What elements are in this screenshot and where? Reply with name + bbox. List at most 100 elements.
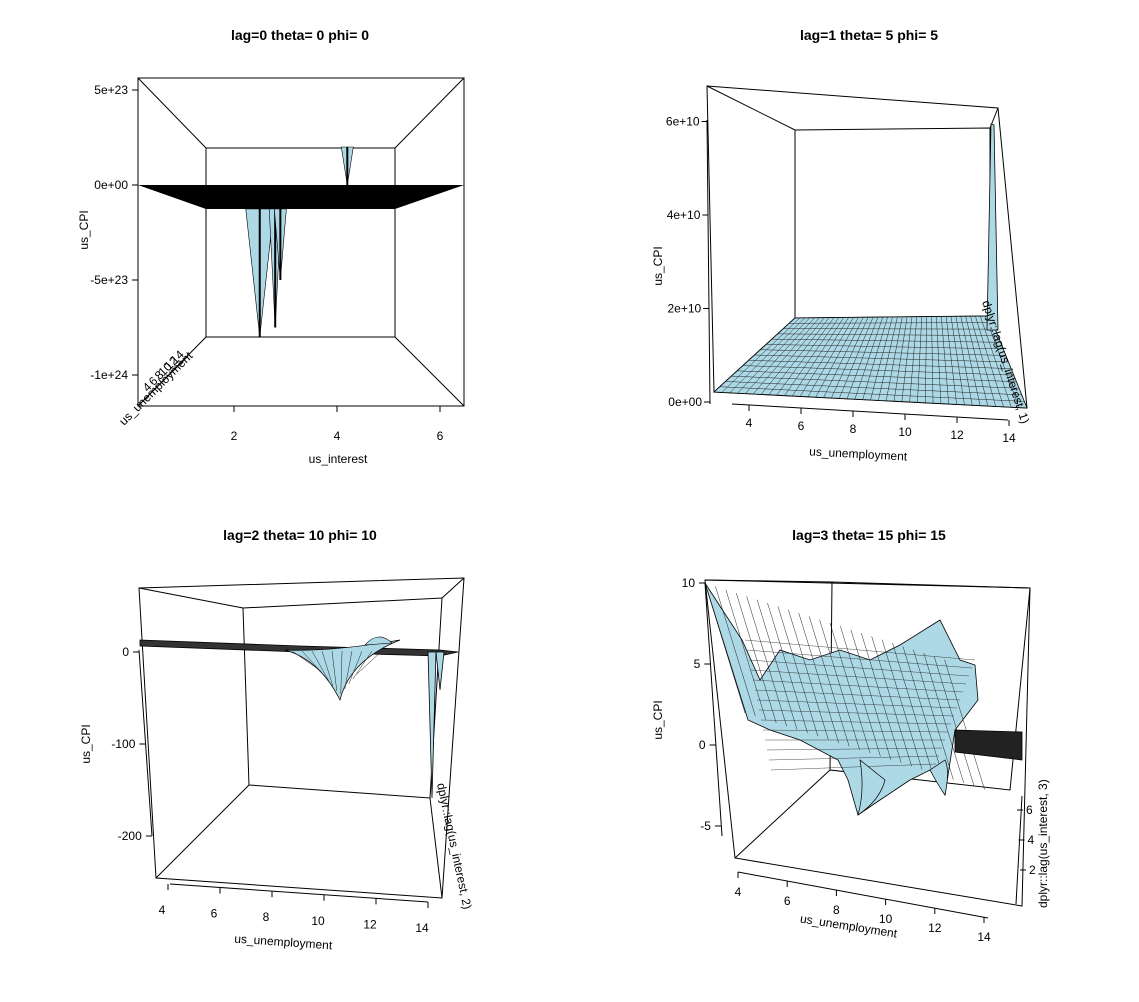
- surface-grid-line: [756, 599, 798, 730]
- panel-4-z-axis: [704, 582, 723, 837]
- surface-grid-line: [725, 381, 1022, 396]
- panel-1: lag=0 theta= 0 phi= 0 5e+23 0e+00 -5e+23 -1…: [77, 27, 465, 466]
- surface-grid-line: [748, 659, 970, 677]
- y-tick-label: 6: [1026, 803, 1033, 817]
- panel-4-x-axis: [737, 871, 989, 919]
- surface-grid-line: [850, 629, 892, 760]
- surface-grid-line: [768, 755, 940, 761]
- x-tick-label: 8: [833, 903, 840, 917]
- panel-3-surface: [139, 636, 459, 799]
- surface-dip: [929, 759, 948, 796]
- x-tick-label: 2: [231, 429, 238, 443]
- panel-4-outer-box: [704, 579, 1031, 907]
- panel-3-edge: [441, 577, 465, 599]
- z-tick-label: 0e+00: [94, 178, 128, 192]
- panel-4-edge: [734, 769, 831, 859]
- x-tick-label: 14: [415, 921, 429, 935]
- z-tick-label: -1e+24: [90, 368, 128, 382]
- surface-grid-line: [756, 699, 958, 709]
- x-tick-label: 12: [950, 428, 964, 442]
- surface-grid-line: [291, 650, 321, 672]
- surface-grid-line: [744, 639, 976, 661]
- surface-grid-line: [760, 349, 1006, 356]
- panel-4-surface: [704, 582, 1023, 816]
- panel-1-z-ticks: 5e+23 0e+00 -5e+23 -1e+24: [90, 83, 138, 382]
- panel-3-title: lag=2 theta= 10 phi= 10: [223, 527, 377, 543]
- surface-grid-line: [777, 606, 819, 737]
- panel-1-title: lag=0 theta= 0 phi= 0: [231, 27, 369, 43]
- panel-3-xlabel: us_unemployment: [234, 932, 333, 953]
- panel-3-zlabel: us_CPI: [79, 724, 93, 763]
- panel-2-surface: [713, 123, 1028, 409]
- panel-4-title: lag=3 theta= 15 phi= 15: [792, 527, 946, 543]
- z-tick-label: -5e+23: [90, 273, 128, 287]
- surface-grid-line: [301, 650, 325, 677]
- surface-grid-line: [340, 650, 343, 695]
- panel-1-edge: [394, 77, 465, 149]
- panel-3-x-axis: [169, 883, 429, 903]
- surface-grid-line: [789, 322, 993, 324]
- panel-2-title: lag=1 theta= 5 phi= 5: [800, 27, 938, 43]
- surface-grid-line: [344, 650, 353, 690]
- x-tick-label: 8: [263, 910, 270, 924]
- x-tick-label: 4: [334, 429, 341, 443]
- panel-2-inner-box: [794, 127, 991, 319]
- surface-grid-line: [871, 636, 912, 767]
- surface-grid-line: [311, 650, 330, 682]
- panel-2: lag=1 theta= 5 phi= 5 0e+00 2e+10 4e+10 6e+…: [651, 27, 1032, 464]
- surface-grid-line: [746, 649, 973, 669]
- panel-3-z-ticks: 0 -100 -200: [111, 645, 152, 843]
- surface-grid-line: [352, 650, 373, 680]
- surface-grid-line: [742, 365, 1014, 376]
- z-tick-label: 0e+00: [668, 395, 702, 409]
- x-tick-label: 10: [879, 912, 893, 926]
- surface-grid-line: [861, 632, 902, 764]
- panel-1-xlabel: us_interest: [309, 452, 368, 466]
- surface-grid-line: [754, 689, 961, 701]
- panel-4-z-ticks: 10 5 0 -5: [682, 576, 721, 833]
- panel-3-edge: [138, 587, 244, 609]
- panel-1-zlabel: us_CPI: [77, 210, 91, 249]
- x-tick-label: 6: [211, 907, 218, 921]
- surface-dip: [857, 759, 886, 816]
- surface-grid-line: [892, 642, 933, 774]
- surface-grid-line: [321, 650, 334, 687]
- panel-3-z-axis: [138, 649, 153, 837]
- x-tick-label: 12: [928, 921, 942, 935]
- surface-grid-line: [933, 656, 975, 787]
- surface-grid-line: [731, 375, 1020, 389]
- z-tick-label: 6e+10: [666, 115, 700, 129]
- z-tick-label: 5e+23: [94, 83, 128, 97]
- panel-1-y-axis: [137, 355, 189, 407]
- panel-1-edge: [394, 336, 465, 407]
- panel-3-edge: [155, 784, 250, 879]
- panel-1-ylabel: us_unemployment: [116, 348, 196, 428]
- surface-grid-line: [766, 747, 943, 751]
- surface-grid-line: [771, 338, 1001, 343]
- z-tick-label: 2e+10: [667, 302, 701, 316]
- surface-main: [704, 582, 979, 816]
- surface-spike: [427, 651, 437, 799]
- surface-grid-line: [348, 650, 363, 685]
- surface-grid-line: [758, 709, 955, 717]
- x-tick-label: 4: [159, 903, 166, 917]
- surface-grid-line: [704, 582, 746, 714]
- x-tick-label: 14: [977, 930, 991, 944]
- panel-2-edge: [706, 85, 796, 131]
- z-tick-label: -5: [700, 819, 711, 833]
- x-tick-label: 8: [850, 422, 857, 436]
- panel-4-y-ticks: 2 4 6: [1017, 803, 1036, 877]
- panel-4-ylabel: dplyr::lag(us_interest, 3): [1036, 779, 1050, 908]
- panel-4-edge: [704, 579, 833, 583]
- panel-1-inner-box: [205, 147, 396, 338]
- panel-1-x-ticks: 2 4 6: [231, 406, 444, 443]
- surface-grid-line: [944, 659, 985, 790]
- surface-grid-line: [737, 370, 1017, 382]
- panel-2-zlabel: us_CPI: [651, 246, 665, 285]
- surface-spike: [986, 123, 999, 331]
- z-tick-label: -200: [118, 829, 142, 843]
- surface-grid-line: [913, 649, 954, 780]
- surface-grid-line: [331, 650, 338, 692]
- y-tick-label: 2: [1029, 863, 1036, 877]
- z-tick-label: 5: [694, 657, 701, 671]
